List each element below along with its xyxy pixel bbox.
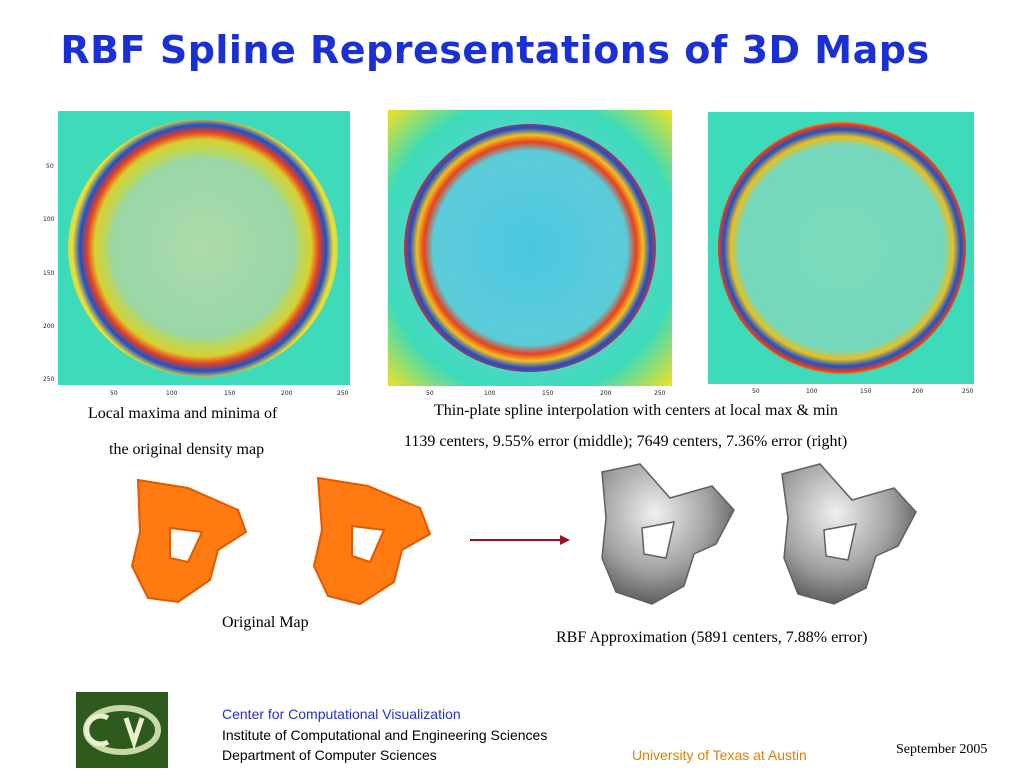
x-tick-label: 100 bbox=[166, 390, 178, 397]
density-map-middle: 50 100 150 200 250 bbox=[386, 108, 676, 400]
density-map-left: 50 100 150 200 250 50 100 150 200 250 bbox=[40, 108, 356, 400]
rbf-render-2 bbox=[781, 463, 917, 605]
x-tick-label: 250 bbox=[337, 390, 349, 397]
footer-center-name: Center for Computational Visualization bbox=[222, 706, 461, 722]
y-tick-label: 150 bbox=[43, 270, 55, 277]
ccv-logo-icon bbox=[76, 692, 168, 768]
y-tick-label: 250 bbox=[43, 376, 55, 383]
caption-local-maxima-line2: the original density map bbox=[109, 441, 265, 458]
x-tick-label: 200 bbox=[281, 390, 293, 397]
x-tick-label: 250 bbox=[654, 390, 666, 397]
x-tick-label: 200 bbox=[600, 390, 612, 397]
x-tick-label: 50 bbox=[110, 390, 118, 397]
caption-thin-plate-line1: Thin-plate spline interpolation with cen… bbox=[434, 402, 838, 419]
arrow-icon bbox=[470, 535, 570, 545]
footer-institute: Institute of Computational and Engineeri… bbox=[222, 727, 548, 743]
x-tick-label: 150 bbox=[224, 390, 236, 397]
x-tick-label: 50 bbox=[752, 388, 760, 395]
density-map-right: 50 100 150 200 250 bbox=[706, 110, 978, 400]
x-tick-label: 100 bbox=[484, 390, 496, 397]
density-map-middle-plot bbox=[388, 110, 672, 386]
footer-date: September 2005 bbox=[896, 742, 988, 757]
y-tick-label: 50 bbox=[46, 163, 54, 170]
x-tick-label: 100 bbox=[806, 388, 818, 395]
rbf-render-1 bbox=[601, 463, 735, 605]
caption-rbf-approximation: RBF Approximation (5891 centers, 7.88% e… bbox=[556, 629, 868, 646]
caption-local-maxima-line1: Local maxima and minima of bbox=[88, 405, 278, 422]
x-tick-label: 200 bbox=[912, 388, 924, 395]
footer-department: Department of Computer Sciences bbox=[222, 747, 437, 763]
slide-title: RBF Spline Representations of 3D Maps bbox=[60, 28, 930, 72]
y-tick-label: 100 bbox=[43, 216, 55, 223]
x-tick-label: 50 bbox=[426, 390, 434, 397]
x-tick-label: 150 bbox=[860, 388, 872, 395]
original-map-render-2 bbox=[312, 476, 432, 606]
x-tick-label: 150 bbox=[542, 390, 554, 397]
footer-university: University of Texas at Austin bbox=[632, 747, 807, 763]
y-tick-label: 200 bbox=[43, 323, 55, 330]
caption-original-map: Original Map bbox=[222, 614, 309, 631]
x-tick-label: 250 bbox=[962, 388, 974, 395]
density-map-left-plot bbox=[58, 111, 350, 385]
original-map-render-1 bbox=[130, 478, 248, 604]
density-map-right-plot bbox=[708, 112, 974, 384]
caption-thin-plate-line2: 1139 centers, 9.55% error (middle); 7649… bbox=[404, 433, 848, 450]
